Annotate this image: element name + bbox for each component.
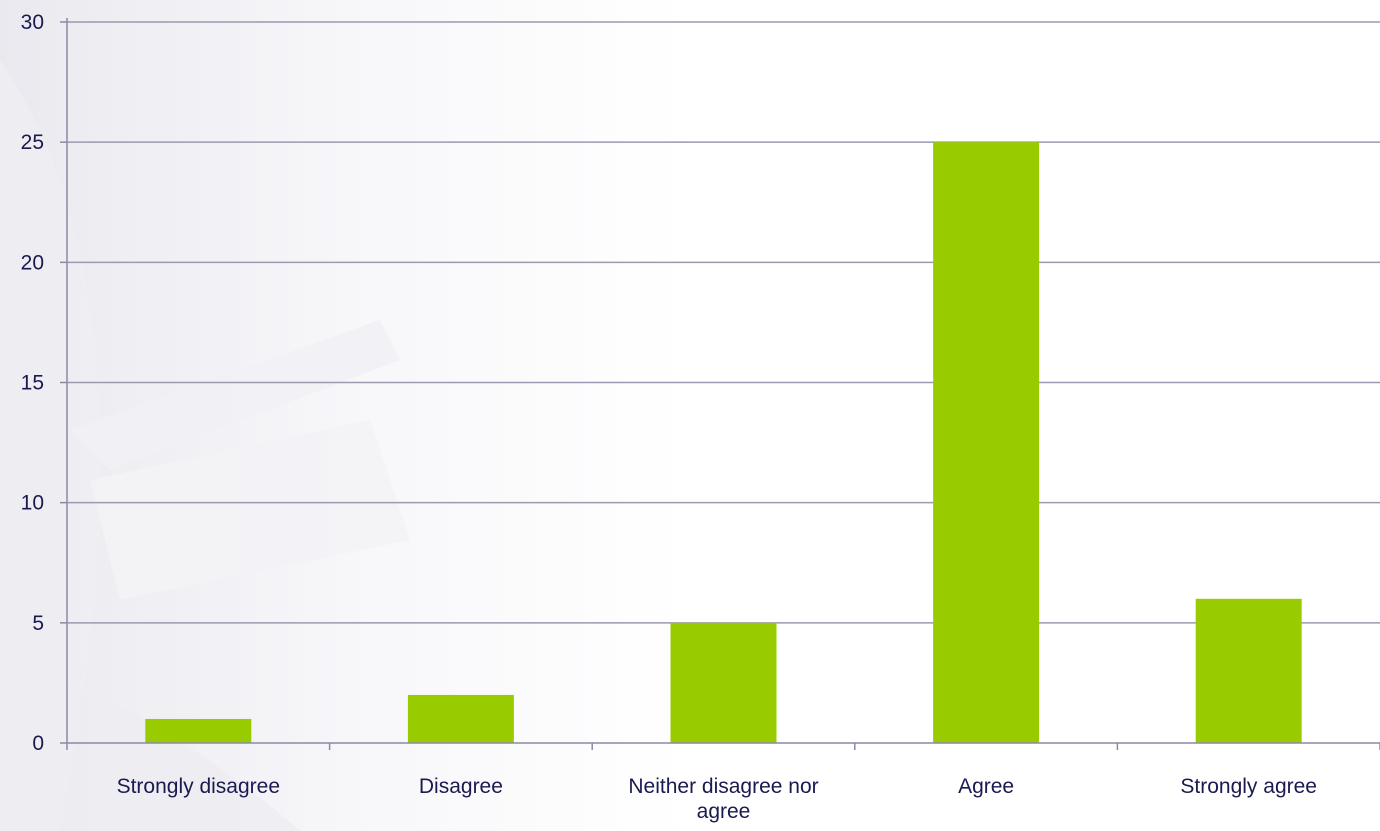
y-tick-label: 30 <box>21 11 44 34</box>
bar <box>407 694 514 743</box>
y-tick-label: 5 <box>32 612 44 635</box>
x-category-label: Neither disagree nor <box>628 775 818 798</box>
y-tick-label: 0 <box>32 732 44 755</box>
bar <box>1195 598 1302 743</box>
y-tick-labels: 0 5 10 15 20 25 30 <box>21 11 44 755</box>
grid-lines <box>67 21 1380 624</box>
x-category-label: agree <box>697 800 751 823</box>
x-category-label: Strongly disagree <box>117 775 280 798</box>
bar <box>145 718 252 743</box>
axes <box>60 18 1380 750</box>
bar <box>670 622 777 743</box>
x-category-label: Agree <box>958 775 1014 798</box>
x-category-labels: Strongly disagree Disagree Neither disagre… <box>117 775 1317 823</box>
y-tick-label: 20 <box>21 251 44 274</box>
bar <box>933 142 1040 743</box>
y-tick-label: 15 <box>21 372 44 395</box>
x-category-label: Disagree <box>419 775 503 798</box>
x-category-label: Strongly agree <box>1180 775 1317 798</box>
bars <box>145 142 1302 743</box>
y-tick-label: 25 <box>21 131 44 154</box>
y-tick-label: 10 <box>21 492 44 515</box>
